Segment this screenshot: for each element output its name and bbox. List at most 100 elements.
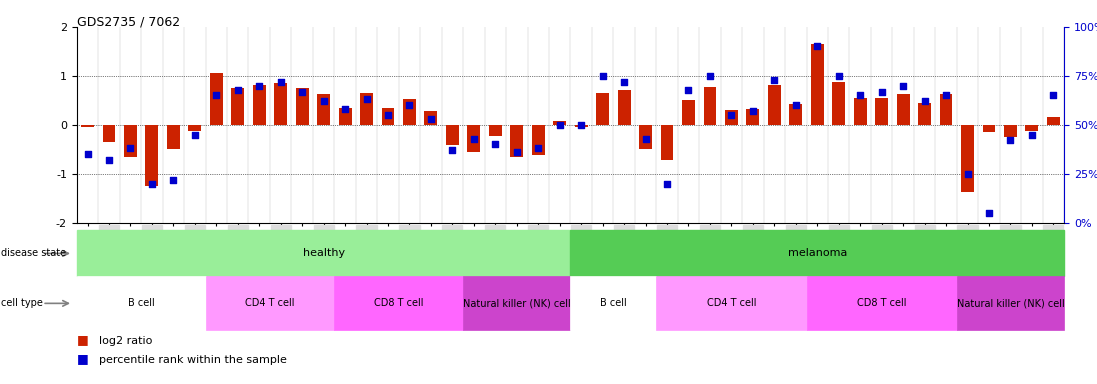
Bar xyxy=(811,44,824,125)
Text: Natural killer (NK) cell: Natural killer (NK) cell xyxy=(957,298,1064,308)
Text: B cell: B cell xyxy=(128,298,155,308)
Point xyxy=(573,122,590,128)
Text: log2 ratio: log2 ratio xyxy=(99,336,152,346)
Text: ■: ■ xyxy=(77,333,89,346)
Bar xyxy=(360,93,373,125)
Point xyxy=(593,73,611,79)
Bar xyxy=(317,94,330,125)
Bar xyxy=(489,125,501,136)
Point xyxy=(207,92,225,98)
Bar xyxy=(532,125,545,155)
Point xyxy=(122,145,139,151)
Point xyxy=(186,131,204,138)
Text: healthy: healthy xyxy=(303,248,344,258)
Text: ■: ■ xyxy=(77,352,89,365)
Bar xyxy=(210,73,223,125)
Point xyxy=(229,86,247,93)
Bar xyxy=(1004,125,1017,137)
Point xyxy=(530,145,547,151)
Point xyxy=(400,102,418,108)
Bar xyxy=(189,125,201,131)
Point xyxy=(701,73,719,79)
Bar xyxy=(81,125,94,127)
Bar xyxy=(957,276,1064,330)
Point xyxy=(937,92,954,98)
Point xyxy=(723,112,740,118)
Bar xyxy=(146,125,158,186)
Point xyxy=(143,180,160,187)
Point xyxy=(443,147,461,153)
Point xyxy=(1044,92,1062,98)
Bar xyxy=(205,276,335,330)
Bar xyxy=(660,125,674,160)
Bar xyxy=(425,111,438,125)
Bar xyxy=(463,276,570,330)
Bar xyxy=(446,125,459,146)
Bar xyxy=(231,88,245,125)
Bar xyxy=(77,230,570,276)
Text: cell type: cell type xyxy=(1,298,43,308)
Bar xyxy=(575,125,588,127)
Bar xyxy=(339,108,351,125)
Point xyxy=(250,83,268,89)
Bar xyxy=(918,103,931,125)
Bar xyxy=(1026,125,1039,131)
Point xyxy=(1024,131,1041,138)
Point xyxy=(465,136,483,142)
Bar xyxy=(725,110,738,125)
Bar xyxy=(746,109,759,125)
Bar xyxy=(768,84,781,125)
Point xyxy=(615,79,633,85)
Text: percentile rank within the sample: percentile rank within the sample xyxy=(99,355,286,365)
Bar xyxy=(335,276,463,330)
Text: CD4 T cell: CD4 T cell xyxy=(706,298,756,308)
Text: disease state: disease state xyxy=(1,248,66,258)
Bar xyxy=(102,125,115,142)
Point xyxy=(680,86,698,93)
Point xyxy=(337,106,354,112)
Point xyxy=(487,141,505,147)
Point xyxy=(787,102,804,108)
Point xyxy=(981,210,998,216)
Bar xyxy=(274,83,287,125)
Text: melanoma: melanoma xyxy=(788,248,847,258)
Point xyxy=(508,149,525,155)
Point xyxy=(959,171,976,177)
Bar xyxy=(403,99,416,125)
Bar xyxy=(570,276,656,330)
Bar xyxy=(618,89,631,125)
Text: CD8 T cell: CD8 T cell xyxy=(857,298,906,308)
Point xyxy=(315,98,332,104)
Bar xyxy=(806,276,957,330)
Bar xyxy=(640,125,652,149)
Point xyxy=(1002,137,1019,144)
Bar xyxy=(167,125,180,149)
Point xyxy=(830,73,848,79)
Point xyxy=(100,157,117,163)
Bar xyxy=(124,125,137,157)
Bar xyxy=(596,93,609,125)
Point xyxy=(658,180,676,187)
Bar xyxy=(940,94,952,125)
Bar xyxy=(961,125,974,192)
Bar xyxy=(296,88,308,125)
Bar xyxy=(570,230,1064,276)
Point xyxy=(422,116,440,122)
Bar xyxy=(252,84,265,125)
Point xyxy=(358,96,375,103)
Point xyxy=(894,83,912,89)
Point xyxy=(808,43,826,50)
Bar xyxy=(656,276,806,330)
Point xyxy=(293,88,310,94)
Text: CD4 T cell: CD4 T cell xyxy=(246,298,295,308)
Bar xyxy=(703,87,716,125)
Point xyxy=(272,79,290,85)
Point xyxy=(165,177,182,183)
Point xyxy=(916,98,934,104)
Point xyxy=(79,151,97,157)
Bar xyxy=(790,104,802,125)
Bar xyxy=(510,125,523,157)
Text: CD8 T cell: CD8 T cell xyxy=(374,298,423,308)
Bar xyxy=(833,82,845,125)
Point xyxy=(380,112,397,118)
